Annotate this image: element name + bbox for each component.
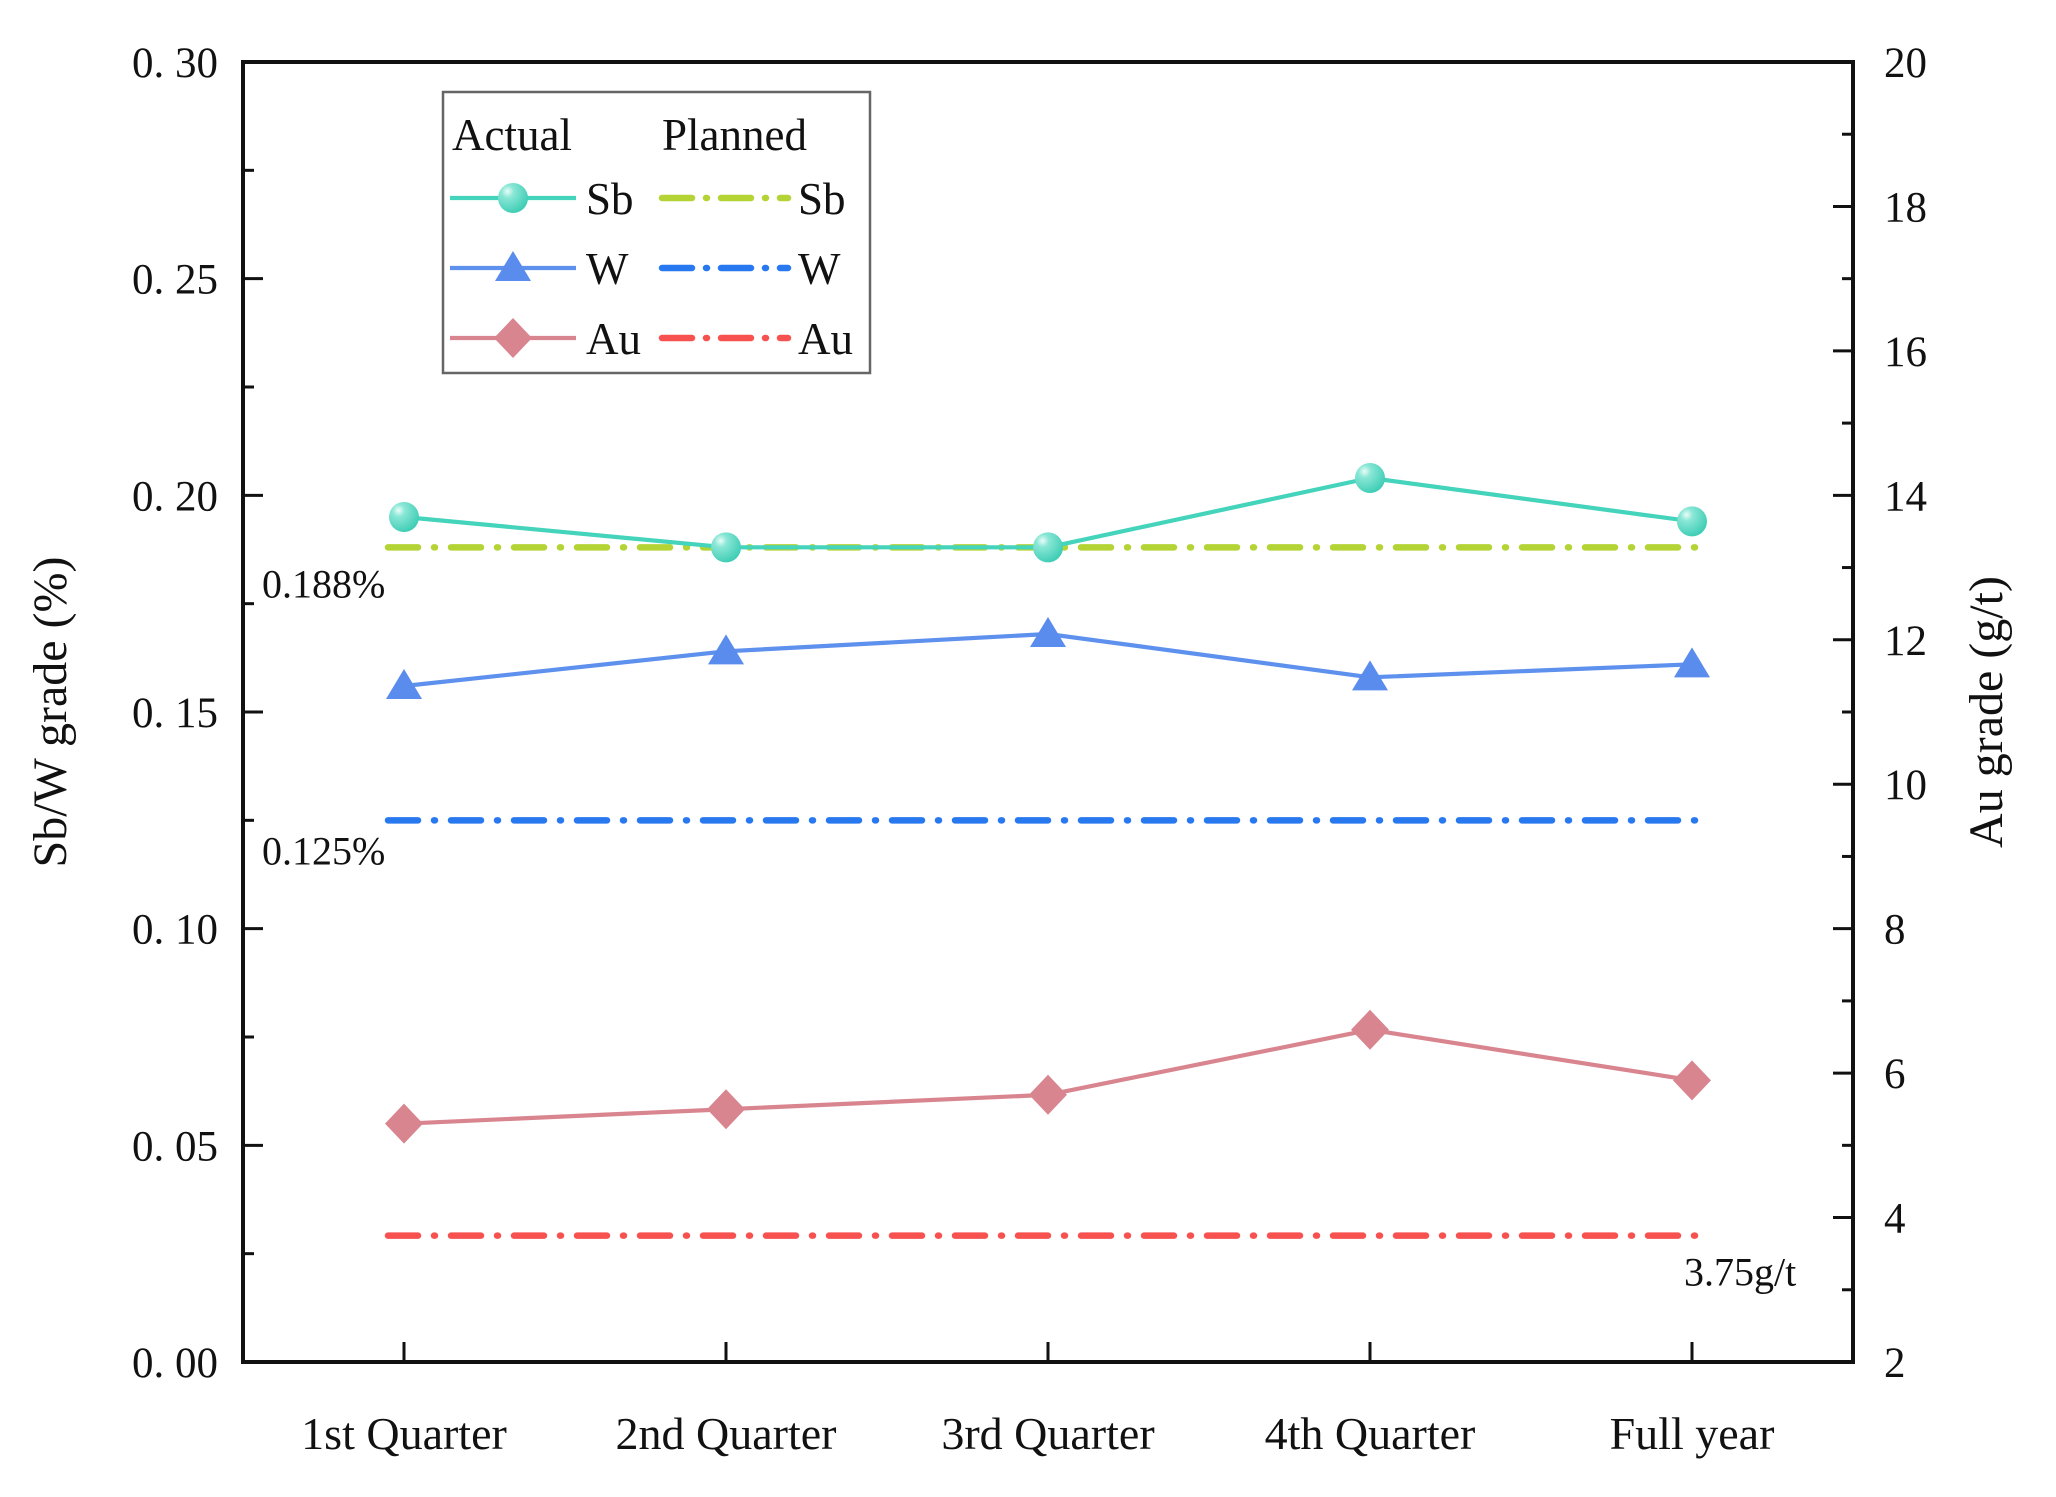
left-axis-title: Sb/W grade (%) [24,556,77,867]
right-tick-label: 18 [1884,184,1927,231]
marker-circle-sb [1033,532,1063,563]
marker-triangle-w [1674,647,1710,678]
marker-circle-sb [711,532,741,563]
left-tick-label: 0. 20 [132,473,218,520]
left-tick-label: 0. 00 [132,1340,218,1387]
right-tick-label: 14 [1884,473,1927,520]
legend-label-planned-sb: Sb [798,174,846,224]
legend-label-planned-w: W [798,244,841,294]
right-tick-label: 4 [1884,1196,1906,1243]
marker-diamond-au [494,318,532,358]
legend-header-planned: Planned [662,110,807,160]
marker-triangle-w [495,251,531,281]
left-tick-label: 0. 05 [132,1123,218,1170]
x-tick-label: 3rd Quarter [941,1408,1154,1459]
annotation-sb-plan-label: 0.188% [262,561,385,606]
marker-triangle-w [1352,660,1388,691]
x-tick-label: 1st Quarter [301,1408,507,1459]
x-tick-label: Full year [1610,1408,1775,1459]
legend-label-actual-sb: Sb [586,174,634,224]
right-tick-label: 10 [1884,762,1927,809]
x-tick-label: 2nd Quarter [616,1408,837,1459]
marker-diamond-au [1351,1009,1389,1050]
right-tick-label: 20 [1884,40,1927,87]
right-tick-label: 16 [1884,329,1927,376]
marker-circle-sb [389,502,419,532]
left-tick-label: 0. 15 [132,690,218,737]
marker-diamond-au [385,1103,423,1144]
right-tick-label: 12 [1884,618,1927,665]
x-tick-label: 4th Quarter [1265,1408,1476,1459]
right-tick-label: 2 [1884,1340,1906,1387]
marker-triangle-w [708,634,744,665]
marker-circle-sb [1355,463,1385,493]
left-tick-label: 0. 10 [132,907,218,954]
marker-circle-sb [1677,506,1707,537]
marker-triangle-w [1030,617,1066,647]
left-tick-label: 0. 25 [132,257,218,304]
right-tick-label: 8 [1884,907,1906,954]
marker-diamond-au [707,1089,745,1130]
left-tick-label: 0. 30 [132,40,218,87]
marker-triangle-w [386,669,422,699]
right-tick-label: 6 [1884,1051,1906,1098]
annotation-w-plan-label: 0.125% [262,828,385,873]
legend-label-actual-au: Au [586,314,641,364]
annotation-au-plan-label: 3.75g/t [1684,1250,1796,1295]
right-axis-title: Au grade (g/t) [1960,576,2013,848]
legend-label-actual-w: W [586,244,629,294]
legend-label-planned-au: Au [798,314,853,364]
legend-header-actual: Actual [452,110,572,160]
marker-diamond-au [1673,1060,1711,1101]
marker-diamond-au [1029,1074,1067,1115]
marker-circle-sb [498,183,528,213]
